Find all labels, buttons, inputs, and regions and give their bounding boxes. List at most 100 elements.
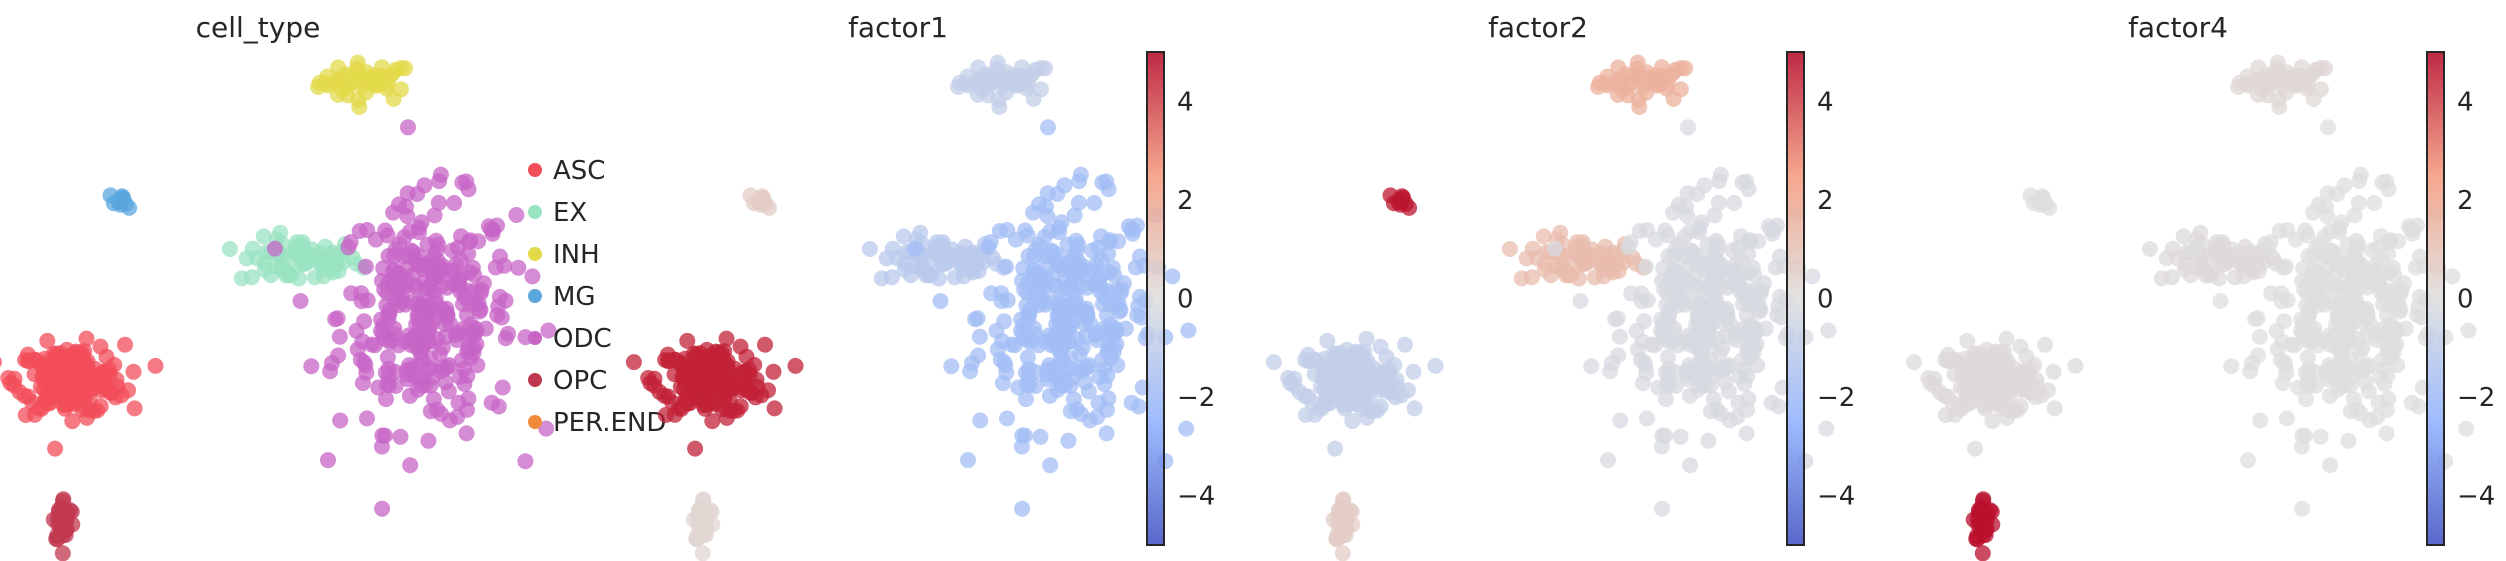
- scatter-point: [2250, 59, 2267, 76]
- scatter-point: [2342, 350, 2359, 367]
- scatter-point: [1339, 505, 1356, 522]
- scatter-point: [1720, 383, 1737, 400]
- scatter-point: [64, 413, 81, 430]
- scatter-point: [1041, 387, 1058, 404]
- scatter-point: [1068, 268, 1085, 285]
- scatter-point: [412, 326, 428, 343]
- scatter-point: [895, 228, 912, 245]
- scatter-point: [2318, 198, 2334, 215]
- scatter-point: [2295, 317, 2312, 334]
- scatter-point: [508, 207, 525, 223]
- scatter-point: [402, 457, 419, 474]
- scatter-point: [965, 246, 982, 263]
- scatter-point: [126, 400, 143, 417]
- scatter-point: [1622, 234, 1639, 251]
- scatter-point: [2300, 274, 2317, 291]
- scatter-point: [2403, 394, 2420, 411]
- scatter-point: [1529, 250, 1546, 267]
- scatter-point: [1572, 293, 1589, 309]
- scatter-point: [1546, 240, 1563, 257]
- scatter-point: [2213, 237, 2230, 254]
- scatter-point: [386, 291, 403, 308]
- scatter-point: [2361, 412, 2378, 429]
- scatter-point: [392, 428, 409, 445]
- scatter-point: [1672, 428, 1689, 445]
- scatter-point: [1712, 363, 1729, 380]
- scatter-point: [1069, 401, 1085, 418]
- scatter-point: [1659, 349, 1676, 366]
- scatter-point: [1712, 166, 1729, 183]
- scatter-point: [2382, 296, 2399, 313]
- scatter-point: [1964, 366, 1981, 383]
- scatter-point: [76, 366, 93, 383]
- scatter-point: [1690, 305, 1707, 322]
- scatter-point: [1975, 491, 1992, 508]
- scatter-point: [330, 59, 347, 76]
- scatter-point: [1072, 363, 1089, 380]
- scatter-point: [1605, 246, 1622, 263]
- scatter-point: [1611, 328, 1628, 345]
- scatter-point: [1080, 383, 1097, 400]
- scatter-point: [1062, 350, 1079, 367]
- scatter-point: [2348, 232, 2365, 249]
- scatter-point: [906, 240, 923, 257]
- scatter-point: [20, 353, 37, 370]
- colorbar-factor1: 4 2 0 −2 −4: [1146, 51, 1215, 546]
- scatter-point: [147, 357, 164, 374]
- scatter-point: [1099, 367, 1116, 384]
- scatter-point: [680, 385, 697, 402]
- scatter-point: [2353, 300, 2370, 317]
- scatter-point: [2251, 328, 2268, 345]
- scatter-point: [2274, 375, 2291, 392]
- legend-label: OPC: [553, 366, 607, 396]
- scatter-point: [2305, 204, 2322, 221]
- scatter-point: [1804, 268, 1821, 285]
- scatter-point: [462, 296, 479, 313]
- scatter-point: [2045, 363, 2062, 380]
- scatter-point: [1725, 264, 1742, 281]
- scatter-point: [432, 166, 449, 183]
- scatter-point: [510, 259, 527, 276]
- scatter-point: [1742, 296, 1759, 313]
- scatter-point: [1984, 413, 2001, 430]
- scatter-point: [1975, 397, 1992, 413]
- scatter-point: [2262, 234, 2279, 251]
- scatter-point: [1974, 545, 1991, 561]
- scatter-point: [689, 531, 706, 548]
- scatter-point: [461, 264, 478, 281]
- scatter-point: [380, 274, 397, 291]
- scatter-point: [255, 228, 272, 245]
- scatter-point: [1936, 387, 1953, 404]
- scatter-point: [2365, 264, 2382, 281]
- scatter-point: [2186, 240, 2203, 257]
- scatter-point: [2336, 291, 2353, 308]
- scatter-point: [1634, 375, 1651, 392]
- scatter-point: [1021, 377, 1038, 394]
- scatter-point: [392, 81, 409, 98]
- scatter-point: [660, 353, 677, 370]
- scatter-point: [1344, 413, 1361, 430]
- scatter-point: [1996, 381, 2012, 398]
- scatter-point: [1085, 264, 1102, 281]
- scatter-point: [1324, 366, 1341, 383]
- scatter-point: [1013, 59, 1030, 76]
- scatter-point: [967, 311, 984, 328]
- scatter-point: [1093, 228, 1109, 245]
- scatter-point: [1745, 344, 1762, 361]
- scatter-point: [2298, 391, 2314, 408]
- scatter-point: [1639, 410, 1655, 427]
- scatter-point: [356, 354, 373, 371]
- scatter-point: [721, 402, 738, 419]
- scatter-point: [996, 354, 1013, 371]
- scatter-point: [2349, 401, 2365, 418]
- colorbar-tick-label: 4: [2457, 87, 2474, 117]
- scatter-point: [1105, 344, 1122, 361]
- scatter-point: [125, 363, 142, 380]
- scatter-point: [2037, 195, 2054, 212]
- scatter-point: [684, 366, 701, 383]
- scatter-point: [460, 181, 477, 198]
- scatter-point: [379, 349, 396, 366]
- panel-factor2: factor2 4 2 0 −2 −4: [1265, 11, 1855, 561]
- scatter-point: [766, 400, 783, 417]
- scatter-point: [371, 76, 387, 93]
